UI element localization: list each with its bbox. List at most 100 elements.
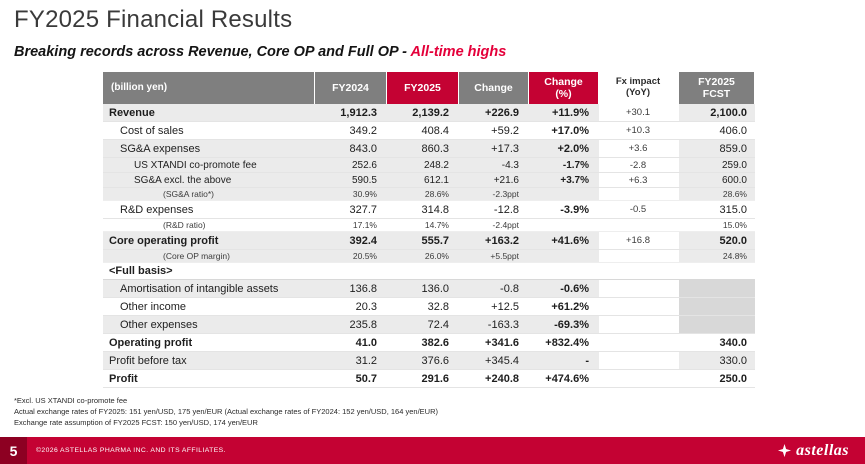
cell-change-pct	[529, 219, 599, 231]
cell-fy2024: 41.0	[355, 336, 377, 349]
table-row: Operating profit 41.0 382.6 +341.6 +832.4% 34…	[103, 334, 755, 352]
page-number: 5	[0, 437, 27, 464]
astellas-star-icon	[778, 443, 792, 458]
cell-fx-impact: +3.6	[628, 143, 648, 154]
column-gap	[669, 334, 679, 351]
header-gap	[669, 72, 679, 104]
cell-fcst: 340.0	[719, 336, 747, 349]
cell-change: +5.5ppt	[459, 250, 529, 262]
cell-change: +17.3	[459, 140, 529, 157]
cell-fy2024: 590.5	[315, 173, 387, 187]
column-gap	[669, 250, 679, 262]
cell-fx-impact: -2.8	[629, 159, 647, 171]
cell-fy2024: 31.2	[315, 352, 387, 369]
column-gap	[599, 122, 607, 139]
cell-fy2024: 392.4	[315, 232, 387, 249]
column-gap	[599, 370, 607, 387]
column-gap	[669, 122, 679, 139]
cell-fx-impact: +10.3	[625, 125, 651, 136]
cell-change: +163.2	[459, 232, 529, 249]
cell-fy2024: 20.3	[355, 300, 377, 313]
table-row: SG&A expenses 843.0 860.3 +17.3 +2.0% +3.6 859…	[103, 140, 755, 158]
cell-change: -4.3	[459, 158, 529, 172]
row-label: SG&A excl. the above	[103, 173, 315, 187]
cell-fy2024: 252.6	[315, 158, 387, 172]
cell-fy2025: 555.7	[387, 232, 459, 249]
footnotes: *Excl. US XTANDI co-promote fee Actual e…	[14, 396, 438, 429]
row-label: R&D expenses	[120, 203, 194, 216]
table-row: (SG&A ratio*) 30.9% 28.6% -2.3ppt 28.6%	[103, 188, 755, 201]
table-row: <Full basis>	[103, 263, 755, 280]
cell-fy2025: 382.6	[421, 336, 449, 349]
column-gap	[669, 219, 679, 231]
cell-fy2024: 349.2	[349, 124, 377, 137]
cell-fy2024: 843.0	[315, 140, 387, 157]
cell-change: +345.4	[459, 352, 529, 369]
cell-change: +59.2	[491, 124, 519, 137]
column-gap	[599, 140, 607, 157]
column-gap	[599, 219, 607, 231]
table-row: SG&A excl. the above 590.5 612.1 +21.6 +3.7%…	[103, 173, 755, 188]
cell-fy2024: 50.7	[355, 372, 377, 385]
cell-change: -2.3ppt	[459, 188, 529, 200]
table-row: Amortisation of intangible assets 136.8 13…	[103, 280, 755, 298]
footnote-3: Exchange rate assumption of FY2025 FCST:…	[14, 417, 258, 427]
cell-fx-impact	[607, 219, 669, 231]
column-gap	[599, 158, 607, 172]
footnote-2: Actual exchange rates of FY2025: 151 yen…	[14, 406, 438, 416]
cell-fx-impact	[607, 352, 669, 369]
cell-fy2025: 376.6	[387, 352, 459, 369]
row-label: Cost of sales	[120, 124, 184, 137]
cell-fy2024: 136.8	[315, 280, 387, 297]
cell-change-pct: -69.3%	[529, 316, 599, 333]
row-label: Other income	[120, 300, 187, 313]
cell-change-pct: -1.7%	[529, 158, 599, 172]
cell-fy2025: 14.7%	[424, 220, 449, 230]
row-label: Amortisation of intangible assets	[103, 280, 315, 297]
cell-fy2024: 20.5%	[315, 250, 387, 262]
page-title: FY2025 Financial Results	[14, 6, 293, 33]
column-gap	[599, 201, 607, 218]
cell-change: -163.3	[459, 316, 529, 333]
cell-change-pct: -3.9%	[560, 203, 589, 216]
cell-fx-impact: +16.8	[625, 235, 651, 246]
cell-fy2025: 408.4	[421, 124, 449, 137]
cell-fy2025: 28.6%	[387, 188, 459, 200]
subtitle-main: Breaking records across Revenue, Core OP…	[14, 44, 411, 60]
cell-fx-impact	[607, 334, 669, 351]
cell-fy2024: 235.8	[315, 316, 387, 333]
column-gap	[669, 280, 679, 297]
column-gap	[669, 316, 679, 333]
cell-fcst: 250.0	[719, 372, 747, 385]
table-row: Profit 50.7 291.6 +240.8 +474.6% 250.0	[103, 370, 755, 388]
column-gap	[669, 263, 679, 279]
cell-change-pct: +61.2%	[551, 300, 589, 313]
cell-fx-impact	[607, 370, 669, 387]
cell-fcst	[679, 316, 755, 333]
row-label: (R&D ratio)	[163, 220, 206, 230]
results-table-body: Revenue 1,912.3 2,139.2 +226.9 +11.9% +30.1 2,…	[103, 104, 755, 388]
table-row: Other income 20.3 32.8 +12.5 +61.2%	[103, 298, 755, 316]
cell-change: -0.8	[459, 280, 529, 297]
table-row: Profit before tax 31.2 376.6 +345.4- 330.0	[103, 352, 755, 370]
header-fx-impact: Fx impact (YoY)	[607, 72, 669, 104]
cell-change	[459, 263, 529, 279]
table-row: Core operating profit 392.4 555.7 +163.2 +41…	[103, 232, 755, 250]
table-row: Other expenses 235.8 72.4 -163.3 -69.3%	[103, 316, 755, 334]
cell-change-pct: +2.0%	[529, 140, 599, 157]
cell-fx-impact: +6.3	[628, 174, 648, 186]
table-header-row: (billion yen) FY2024 FY2025 Change Chang…	[103, 72, 755, 104]
table-row: US XTANDI co-promote fee 252.6 248.2 -4.3 -1…	[103, 158, 755, 173]
cell-fcst: 24.8%	[679, 250, 755, 262]
cell-change-pct: +17.0%	[551, 124, 589, 137]
cell-fy2025: 32.8	[427, 300, 449, 313]
table-row: R&D expenses 327.7 314.8 -12.8 -3.9% -0.5 315.…	[103, 201, 755, 219]
cell-fy2025: 136.0	[387, 280, 459, 297]
column-gap	[599, 188, 607, 200]
cell-fx-impact	[607, 280, 669, 297]
header-unit-label: (billion yen)	[103, 72, 315, 104]
row-label: (SG&A ratio*)	[103, 188, 315, 200]
cell-change-pct	[529, 188, 599, 200]
cell-change: +240.8	[485, 372, 519, 385]
